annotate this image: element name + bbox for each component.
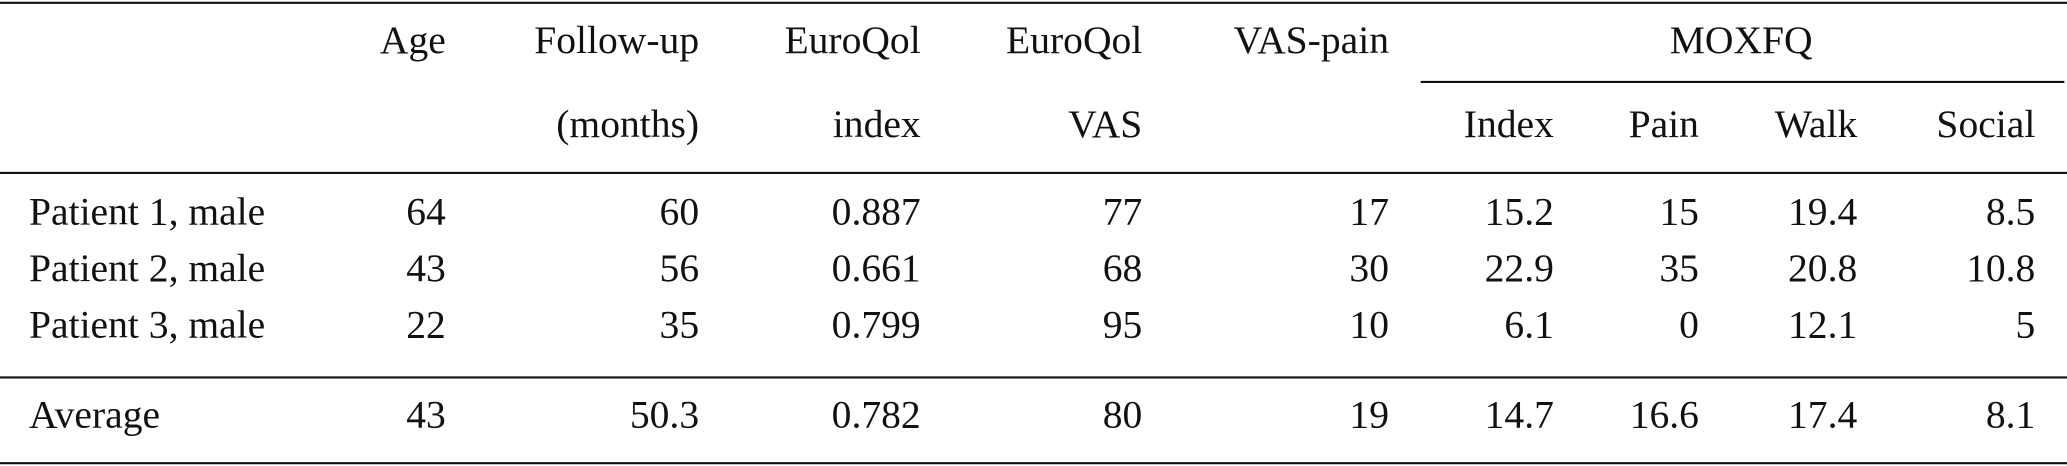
cell: 10.8 <box>1966 246 2035 290</box>
cell: 64 <box>406 189 446 233</box>
cell: 60 <box>660 189 700 233</box>
footer-cell: 17.4 <box>1788 392 1857 436</box>
row-label: Patient 3, male <box>29 303 265 347</box>
cell: 15 <box>1659 189 1699 233</box>
cell: 20.8 <box>1788 246 1857 290</box>
header-group-label: MOXFQ <box>1670 18 1813 62</box>
cell: 0.661 <box>832 246 921 290</box>
header-label: Follow-up <box>534 18 699 62</box>
footer-cell: 80 <box>1103 392 1143 436</box>
header-sublabel: index <box>833 102 921 146</box>
footer-cell: 19 <box>1349 392 1389 436</box>
cell: 12.1 <box>1788 303 1857 347</box>
cell: 0 <box>1679 303 1699 347</box>
cell: 5 <box>2016 303 2036 347</box>
cell: 56 <box>660 246 700 290</box>
header-sublabel: Social <box>1936 102 2035 146</box>
cell: 35 <box>1659 246 1699 290</box>
header-sublabel: Index <box>1464 102 1554 146</box>
cell: 19.4 <box>1788 189 1857 233</box>
cell: 35 <box>660 303 700 347</box>
cell: 0.799 <box>832 303 921 347</box>
cell: 10 <box>1349 303 1389 347</box>
header-label: EuroQol <box>1006 18 1142 62</box>
cell: 22.9 <box>1485 246 1554 290</box>
footer-cell: 16.6 <box>1630 392 1699 436</box>
cell: 77 <box>1103 189 1143 233</box>
cell: 15.2 <box>1485 189 1554 233</box>
footer-label: Average <box>29 392 160 436</box>
footer-cell: 50.3 <box>630 392 699 436</box>
cell: 6.1 <box>1504 303 1553 347</box>
row-label: Patient 1, male <box>29 189 265 233</box>
cell: 8.5 <box>1986 189 2035 233</box>
cell: 43 <box>406 246 446 290</box>
cell: 68 <box>1103 246 1143 290</box>
cell: 95 <box>1103 303 1143 347</box>
cell: 0.887 <box>832 189 921 233</box>
header-label: EuroQol <box>784 18 920 62</box>
footer-cell: 0.782 <box>832 392 921 436</box>
cell: 30 <box>1349 246 1389 290</box>
cell: 17 <box>1349 189 1389 233</box>
header-sublabel: Pain <box>1629 102 1700 146</box>
row-label: Patient 2, male <box>29 246 265 290</box>
header-sublabel: (months) <box>556 102 699 146</box>
footer-cell: 14.7 <box>1485 392 1554 436</box>
header-label: Age <box>380 18 446 62</box>
header-sublabel: Walk <box>1775 102 1858 146</box>
header-label: VAS-pain <box>1234 18 1390 62</box>
header-sublabel: VAS <box>1068 102 1142 146</box>
cell: 22 <box>406 303 446 347</box>
footer-cell: 43 <box>406 392 446 436</box>
footer-cell: 8.1 <box>1986 392 2035 436</box>
